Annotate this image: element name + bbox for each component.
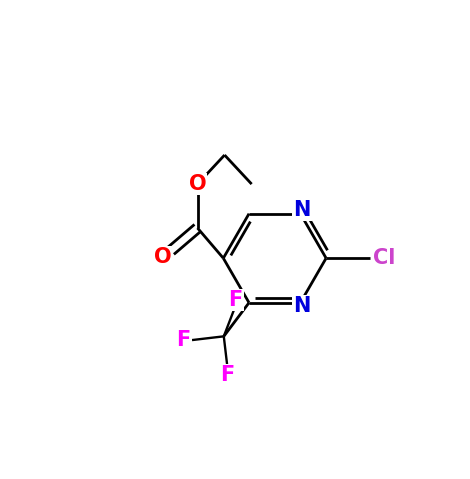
Text: Cl: Cl [373,248,395,268]
Text: O: O [188,174,206,194]
Text: F: F [176,330,191,350]
Text: O: O [154,248,172,267]
Text: N: N [293,297,311,317]
Text: N: N [293,200,311,220]
Text: F: F [228,290,243,310]
Text: F: F [220,365,235,385]
